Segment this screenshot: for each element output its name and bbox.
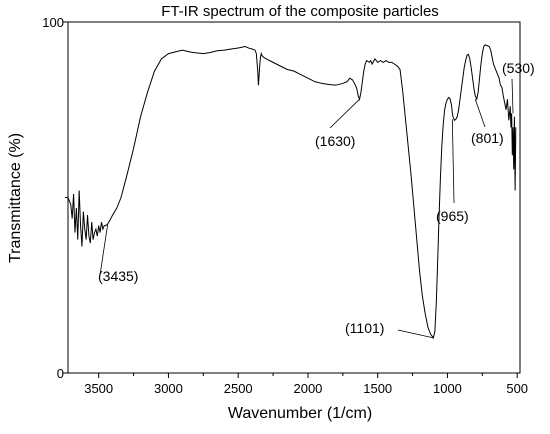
x-tick-label: 1000 xyxy=(433,381,462,396)
annotation-leader xyxy=(329,98,360,129)
spectrum-line xyxy=(67,44,517,340)
x-tick-label: 2500 xyxy=(224,381,253,396)
annotation-label: (3435) xyxy=(98,268,138,284)
annotation-leader xyxy=(474,99,486,128)
y-tick-label: 100 xyxy=(42,15,64,30)
chart-title: FT-IR spectrum of the composite particle… xyxy=(161,3,439,20)
annotations: (3435) (1630) (1101) (965) (801) (530) xyxy=(98,60,535,339)
y-axis-label: Transmittance (%) xyxy=(7,133,24,263)
annotation-label: (1101) xyxy=(345,320,384,336)
annotation-label: (530) xyxy=(502,60,535,76)
x-tick-label: 500 xyxy=(506,381,528,396)
annotation-label: (965) xyxy=(436,208,469,224)
axes xyxy=(67,21,521,374)
annotation-label: (801) xyxy=(471,130,504,146)
ticks: 3500 3000 2500 2000 1500 1000 500 0 100 xyxy=(42,15,528,396)
plot-frame xyxy=(67,21,521,374)
annotation-leader xyxy=(511,78,514,114)
x-tick-label: 1500 xyxy=(363,381,392,396)
annotation-leader xyxy=(99,223,109,276)
x-tick-label: 3500 xyxy=(84,381,113,396)
y-tick-label: 0 xyxy=(57,366,64,381)
x-axis-label: Wavenumber (1/cm) xyxy=(228,405,372,422)
annotation-leader xyxy=(397,329,434,339)
annotation-leader xyxy=(451,119,455,204)
x-tick-label: 2000 xyxy=(293,381,322,396)
x-tick-label: 3000 xyxy=(154,381,183,396)
annotation-label: (1630) xyxy=(315,133,355,149)
